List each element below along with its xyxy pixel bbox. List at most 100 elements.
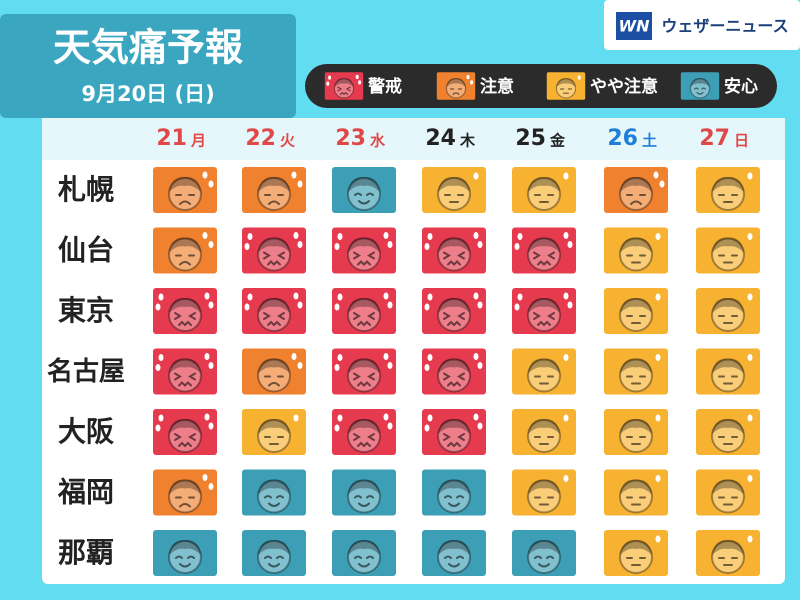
- icon-hair: [620, 418, 652, 434]
- icon-bg: [604, 167, 668, 213]
- icon-mouth: [537, 260, 551, 266]
- icon-eyes: [264, 495, 284, 499]
- brand-name: ウェザーニュース: [661, 17, 788, 36]
- sweat-drop: [387, 362, 393, 369]
- pain-icon: [604, 409, 668, 455]
- icon-hair: [528, 176, 560, 192]
- icon-bg: [242, 167, 306, 213]
- sweat-drop: [208, 483, 214, 490]
- sweat-drop: [337, 354, 343, 361]
- icon-bg: [512, 469, 576, 516]
- icon-face: [619, 419, 653, 453]
- icon-eyes: [443, 312, 465, 320]
- sweat-drop: [563, 354, 569, 361]
- sweat-drop: [155, 424, 161, 432]
- icon-face: [168, 479, 202, 514]
- icon-hair: [169, 176, 201, 192]
- sweat-drop: [337, 233, 343, 240]
- icon-face: [257, 419, 291, 453]
- pain-icon: [332, 227, 396, 274]
- sweat-drop: [659, 180, 665, 188]
- icon-hair: [712, 297, 744, 313]
- city-name: 大阪: [58, 415, 114, 448]
- icon-eyes: [533, 312, 555, 320]
- icon-face: [555, 78, 577, 99]
- sweat-drop: [655, 535, 661, 543]
- icon-hair: [258, 297, 290, 313]
- icon-bg: [680, 72, 720, 100]
- icon-mouth: [267, 320, 281, 327]
- icon-bg: [242, 409, 306, 455]
- sweat-drop: [247, 293, 253, 301]
- sweat-drop: [291, 353, 297, 360]
- sweat-drop: [387, 241, 393, 248]
- icon-hair: [438, 176, 470, 192]
- brand-logo-bg: [616, 12, 652, 40]
- pain-icon: [604, 288, 668, 334]
- sweat-drop: [424, 424, 430, 432]
- pain-icon: [422, 469, 486, 516]
- legend-label: やや注意: [590, 76, 658, 97]
- sweat-drop: [653, 171, 659, 179]
- icon-face: [711, 237, 745, 272]
- sweat-drop: [208, 362, 214, 369]
- sweat-drop: [477, 241, 483, 248]
- pain-icon: [696, 409, 760, 455]
- icon-bg: [604, 469, 668, 516]
- sweat-drop: [155, 364, 161, 371]
- icon-hair: [334, 78, 354, 88]
- pain-icon: [242, 348, 306, 395]
- city-name: 福岡: [57, 476, 114, 509]
- pain-icon: [696, 348, 760, 395]
- sweat-drop: [427, 414, 433, 422]
- icon-hair: [446, 78, 466, 88]
- icon-bg: [332, 227, 396, 274]
- sweat-drop: [334, 424, 340, 432]
- icon-mouth: [267, 260, 281, 266]
- sweat-drop: [158, 354, 164, 361]
- pain-icon: [332, 409, 396, 455]
- pain-icon: [242, 409, 306, 455]
- pain-icon: [332, 167, 396, 213]
- weekday: 木: [459, 132, 476, 150]
- icon-hair: [528, 418, 560, 434]
- icon-bg: [332, 530, 396, 576]
- icon-hair: [348, 358, 380, 374]
- icon-bg: [604, 288, 668, 334]
- icon-hair: [528, 479, 560, 495]
- icon-mouth: [357, 381, 371, 387]
- day-number: 24: [425, 126, 456, 151]
- sweat-drop: [204, 292, 210, 300]
- pain-icon: [680, 72, 720, 100]
- pain-icon: [153, 469, 217, 516]
- icon-bg: [153, 530, 217, 576]
- sweat-drop: [208, 422, 214, 430]
- icon-face: [168, 237, 202, 272]
- icon-eyes: [353, 251, 375, 260]
- icon-bg: [604, 227, 668, 274]
- icon-mouth: [358, 563, 370, 568]
- icon-eyes: [263, 312, 285, 320]
- icon-hair: [258, 418, 290, 434]
- sweat-drop: [383, 413, 389, 421]
- icon-mouth: [178, 441, 192, 448]
- icon-bg: [422, 409, 486, 455]
- sweat-drop: [567, 241, 573, 248]
- content: 警戒 注意 やや注意 安心 21 月 22 火 23 水 24 木 25 金 26 土 27 日札幌仙台東京名古屋…: [47, 72, 760, 576]
- icon-face: [619, 358, 653, 393]
- icon-hair: [348, 237, 380, 253]
- icon-face: [347, 358, 381, 393]
- icon-face: [257, 479, 291, 514]
- icon-mouth: [268, 200, 280, 205]
- sweat-drop: [208, 241, 214, 248]
- icon-mouth: [268, 502, 280, 507]
- icon-bg: [512, 167, 576, 213]
- icon-mouth: [447, 320, 461, 327]
- icon-face: [168, 177, 202, 211]
- icon-face: [437, 177, 471, 211]
- icon-face: [347, 298, 381, 332]
- sweat-drop: [334, 303, 340, 311]
- day-number: 23: [335, 126, 366, 151]
- sweat-drop: [427, 354, 433, 361]
